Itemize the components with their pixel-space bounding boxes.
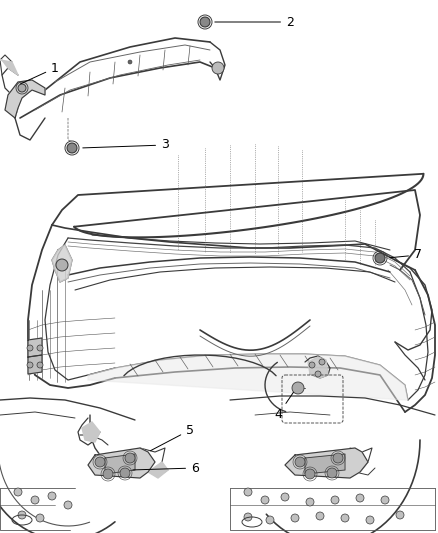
Circle shape bbox=[125, 453, 135, 463]
Circle shape bbox=[48, 492, 56, 500]
Circle shape bbox=[366, 516, 374, 524]
Circle shape bbox=[305, 469, 315, 479]
Circle shape bbox=[27, 362, 33, 368]
Polygon shape bbox=[28, 355, 42, 374]
Circle shape bbox=[200, 17, 210, 27]
Circle shape bbox=[64, 501, 72, 509]
Circle shape bbox=[331, 496, 339, 504]
Text: 3: 3 bbox=[83, 139, 169, 151]
Circle shape bbox=[341, 514, 349, 522]
Circle shape bbox=[120, 468, 130, 478]
Polygon shape bbox=[28, 338, 42, 357]
Circle shape bbox=[212, 62, 224, 74]
Circle shape bbox=[36, 514, 44, 522]
Polygon shape bbox=[0, 60, 18, 75]
Circle shape bbox=[306, 498, 314, 506]
Polygon shape bbox=[88, 448, 155, 478]
Circle shape bbox=[375, 253, 385, 263]
Circle shape bbox=[281, 493, 289, 501]
Circle shape bbox=[56, 259, 68, 271]
Polygon shape bbox=[308, 357, 328, 378]
Circle shape bbox=[381, 496, 389, 504]
Polygon shape bbox=[82, 422, 100, 442]
Text: 1: 1 bbox=[21, 61, 59, 84]
Text: 5: 5 bbox=[151, 424, 194, 451]
Polygon shape bbox=[88, 354, 408, 400]
Circle shape bbox=[103, 469, 113, 479]
Circle shape bbox=[309, 362, 315, 368]
Circle shape bbox=[291, 514, 299, 522]
Circle shape bbox=[261, 496, 269, 504]
Circle shape bbox=[333, 453, 343, 463]
Circle shape bbox=[396, 511, 404, 519]
Text: 2: 2 bbox=[215, 15, 294, 28]
Circle shape bbox=[95, 457, 105, 467]
Circle shape bbox=[315, 371, 321, 377]
Polygon shape bbox=[52, 245, 72, 282]
Circle shape bbox=[316, 512, 324, 520]
Circle shape bbox=[244, 513, 252, 521]
Circle shape bbox=[18, 511, 26, 519]
Circle shape bbox=[292, 382, 304, 394]
Polygon shape bbox=[305, 454, 345, 474]
Circle shape bbox=[37, 362, 43, 368]
Text: 6: 6 bbox=[133, 462, 199, 474]
Circle shape bbox=[37, 345, 43, 351]
Text: 4: 4 bbox=[274, 392, 293, 422]
Circle shape bbox=[244, 488, 252, 496]
Polygon shape bbox=[105, 454, 135, 474]
Circle shape bbox=[128, 60, 132, 64]
Polygon shape bbox=[285, 448, 368, 478]
Text: 7: 7 bbox=[390, 248, 422, 262]
Circle shape bbox=[266, 516, 274, 524]
Circle shape bbox=[327, 468, 337, 478]
Circle shape bbox=[67, 143, 77, 153]
Circle shape bbox=[27, 345, 33, 351]
Circle shape bbox=[31, 496, 39, 504]
Polygon shape bbox=[5, 80, 45, 118]
Circle shape bbox=[295, 457, 305, 467]
Circle shape bbox=[356, 494, 364, 502]
Circle shape bbox=[319, 359, 325, 365]
Circle shape bbox=[18, 84, 26, 92]
Circle shape bbox=[14, 488, 22, 496]
Polygon shape bbox=[148, 462, 168, 478]
